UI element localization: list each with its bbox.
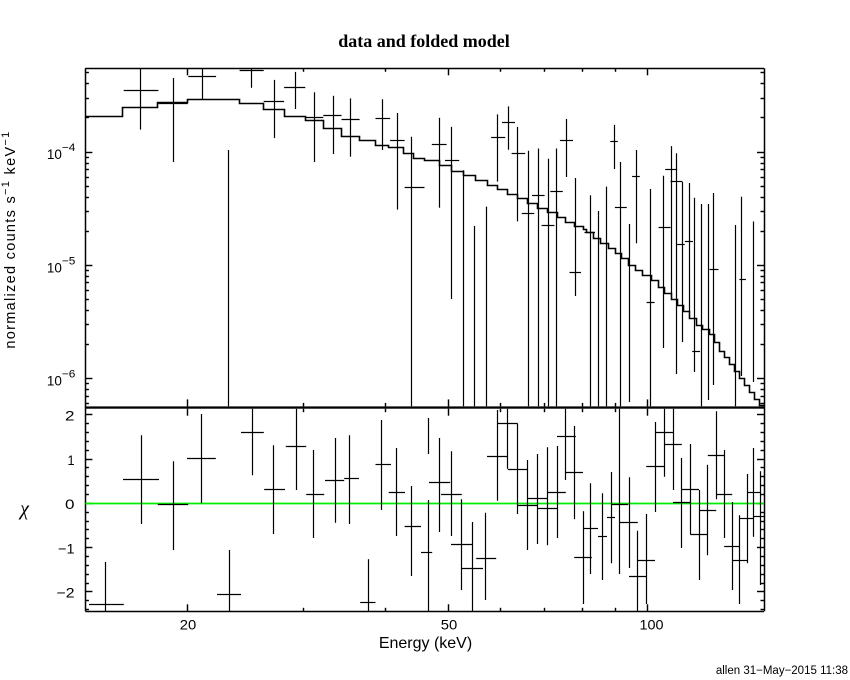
svg-text:Energy (keV): Energy (keV) [379,635,472,652]
svg-text:10−6: 10−6 [47,369,76,389]
svg-text:−1: −1 [58,540,75,556]
svg-text:0: 0 [65,496,75,512]
svg-text:10−5: 10−5 [47,255,76,275]
svg-text:2: 2 [65,408,75,424]
svg-text:20: 20 [180,616,197,632]
svg-text:50: 50 [441,616,458,632]
svg-text:normalized counts s−1 keV−1: normalized counts s−1 keV−1 [0,130,19,348]
svg-text:−2: −2 [57,585,75,601]
svg-text:allen 31−May−2015 11:38: allen 31−May−2015 11:38 [716,665,848,677]
svg-text:data and folded model: data and folded model [338,31,510,51]
svg-text:χ: χ [18,498,30,520]
svg-text:10−4: 10−4 [47,142,76,162]
svg-text:100: 100 [640,616,664,632]
svg-text:1: 1 [68,452,75,468]
